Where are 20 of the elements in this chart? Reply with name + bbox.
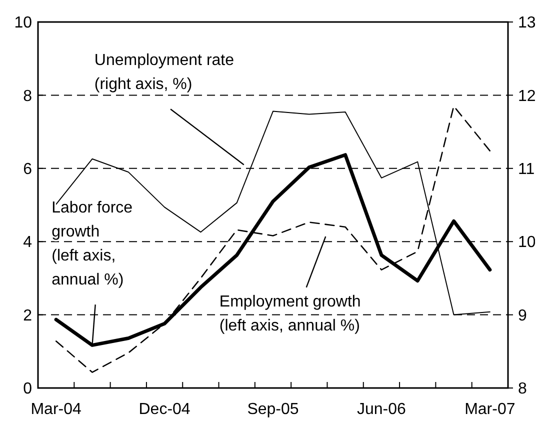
y-tick-label: 6 [23, 161, 32, 178]
annotation: Employment growth (left axis, annual %) [219, 294, 361, 335]
y2-tick-label: 10 [518, 234, 536, 252]
y2-tick-label: 8 [518, 380, 527, 398]
annotation: Labor force growth (left axis, annual %) [52, 199, 133, 288]
x-tick-label: Dec-04 [138, 401, 190, 418]
y2-tick-label: 9 [518, 307, 527, 324]
y2-tick-label: 13 [518, 14, 536, 32]
y-tick-label: 8 [23, 88, 32, 105]
x-tick-label: Jun-06 [357, 401, 406, 418]
y2-tick-label: 12 [518, 88, 536, 105]
x-tick-label: Mar-07 [464, 401, 516, 418]
annotation: Unemployment rate (right axis, %) [94, 52, 234, 94]
y2-tick-label: 11 [518, 161, 535, 178]
y-tick-label: 2 [23, 307, 32, 324]
y-tick-label: 10 [14, 14, 32, 32]
y-tick-label: 4 [23, 234, 32, 252]
y-tick-label: 0 [23, 380, 32, 398]
x-tick-label: Mar-04 [30, 401, 82, 418]
x-tick-label: Sep-05 [247, 401, 299, 418]
